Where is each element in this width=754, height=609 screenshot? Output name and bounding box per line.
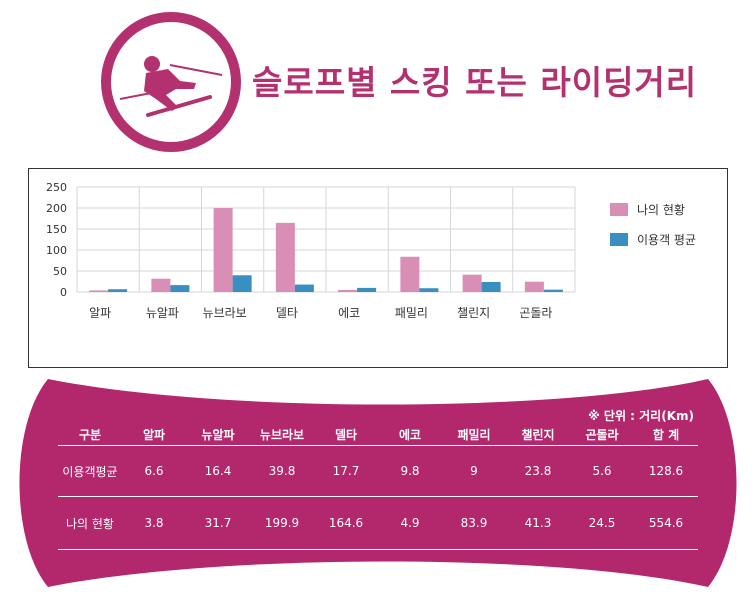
stats-table-panel: ※ 단위 : 거리(Km) 구분 알파 뉴알파 뉴브라보 델타 에코 패밀리 챌… <box>18 375 738 591</box>
bar <box>400 256 420 292</box>
skier-icon <box>101 12 241 152</box>
bar-chart: 0 50 100 150 200 250 알파 뉴알파 뉴브라보 델타 에코 패밀리 챌린지 곤돌라 나의 … <box>46 181 696 320</box>
bar <box>275 222 295 292</box>
bar <box>338 289 358 292</box>
x-tick-label: 뉴브라보 <box>203 306 247 320</box>
header-echo: 에코 <box>378 423 442 446</box>
y-tick-label: 200 <box>46 202 67 215</box>
stats-table: 구분 알파 뉴알파 뉴브라보 델타 에코 패밀리 챌린지 곤돌라 합 계 이용객… <box>58 423 698 550</box>
table-cell: 23.8 <box>506 445 570 497</box>
header-gondola: 곤돌라 <box>570 423 634 446</box>
bar <box>419 288 439 292</box>
table-cell: 83.9 <box>442 496 506 550</box>
bar <box>151 278 171 292</box>
header-delta: 델타 <box>314 423 378 446</box>
x-tick-label: 알파 <box>89 306 111 320</box>
table-cell: 164.6 <box>314 496 378 550</box>
header-new-bravo: 뉴브라보 <box>250 423 314 446</box>
bar <box>89 290 109 292</box>
table-header-row: 구분 알파 뉴알파 뉴브라보 델타 에코 패밀리 챌린지 곤돌라 합 계 <box>58 423 698 446</box>
page-title: 슬로프별 스킹 또는 라이딩거리 <box>252 63 698 102</box>
x-tick-label: 챌린지 <box>457 306 490 320</box>
bar <box>462 274 482 292</box>
table-cell: 이용객평균 <box>58 445 122 497</box>
header-new-alpha: 뉴알파 <box>186 423 250 446</box>
table-cell: 9 <box>442 445 506 497</box>
table-cell: 3.8 <box>122 496 186 550</box>
header-category: 구분 <box>58 423 122 446</box>
x-tick-label: 델타 <box>276 306 298 320</box>
bar <box>524 281 544 292</box>
chart-panel: 0 50 100 150 200 250 알파 뉴알파 뉴브라보 델타 에코 패밀리 챌린지 곤돌라 나의 … <box>28 168 728 368</box>
y-tick-label: 0 <box>60 286 67 299</box>
legend-label: 이용객 평균 <box>637 233 696 247</box>
table-row: 나의 현황 3.8 31.7 199.9 164.6 4.9 83.9 41.3… <box>58 496 698 550</box>
table-cell: 24.5 <box>570 496 634 550</box>
table-cell: 나의 현황 <box>58 496 122 550</box>
table-cell: 199.9 <box>250 496 314 550</box>
table-cell: 4.9 <box>378 496 442 550</box>
bar <box>170 285 190 292</box>
table-row: 이용객평균 6.6 16.4 39.8 17.7 9.8 9 23.8 5.6 … <box>58 445 698 497</box>
table-cell: 128.6 <box>634 445 698 497</box>
header-alpha: 알파 <box>122 423 186 446</box>
y-tick-label: 50 <box>53 265 67 278</box>
x-tick-label: 곤돌라 <box>519 306 552 320</box>
legend-swatch <box>610 233 628 246</box>
table-cell: 554.6 <box>634 496 698 550</box>
bar <box>543 289 563 292</box>
table-cell: 9.8 <box>378 445 442 497</box>
y-tick-label: 250 <box>46 181 67 194</box>
x-tick-label: 패밀리 <box>395 306 428 320</box>
header-total: 합 계 <box>634 423 698 446</box>
table-cell: 41.3 <box>506 496 570 550</box>
table-cell: 16.4 <box>186 445 250 497</box>
table-cell: 5.6 <box>570 445 634 497</box>
x-tick-label: 뉴알파 <box>146 306 179 320</box>
x-tick-label: 에코 <box>338 306 360 320</box>
y-tick-label: 100 <box>46 244 67 257</box>
table-cell: 17.7 <box>314 445 378 497</box>
legend-label: 나의 현황 <box>637 203 685 217</box>
table-cell: 39.8 <box>250 445 314 497</box>
legend-swatch <box>610 203 628 216</box>
header-challenge: 챌린지 <box>506 423 570 446</box>
bar <box>213 208 233 292</box>
bar <box>357 287 377 292</box>
bar <box>232 275 252 292</box>
table-cell: 31.7 <box>186 496 250 550</box>
bar <box>481 282 501 292</box>
bar <box>294 284 314 292</box>
bar <box>108 289 128 292</box>
unit-note: ※ 단위 : 거리(Km) <box>588 409 694 423</box>
y-tick-label: 150 <box>46 223 67 236</box>
table-cell: 6.6 <box>122 445 186 497</box>
header-family: 패밀리 <box>442 423 506 446</box>
